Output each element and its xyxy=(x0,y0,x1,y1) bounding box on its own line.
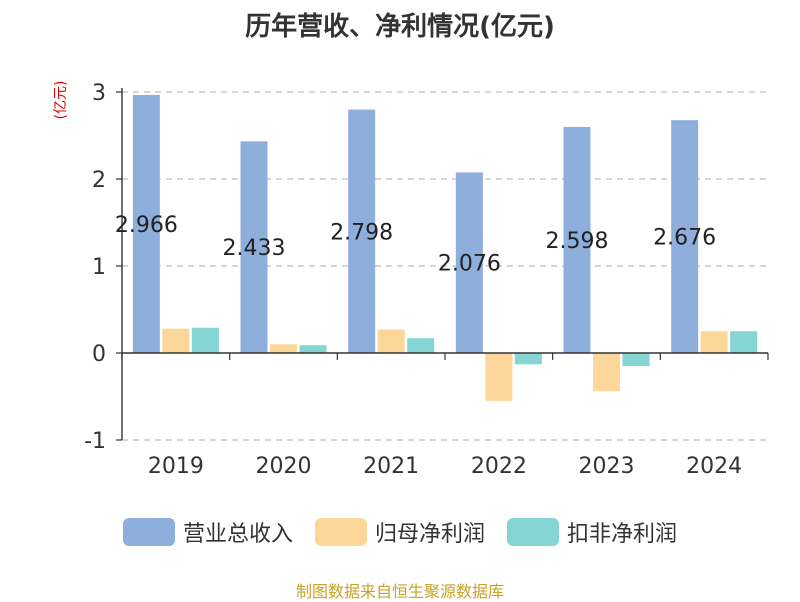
data-label-revenue: 2.433 xyxy=(223,236,286,261)
legend-swatch-net-profit xyxy=(314,518,367,546)
legend-label-revenue: 营业总收入 xyxy=(182,522,293,547)
data-label-revenue: 2.966 xyxy=(115,213,178,238)
bar-revenue xyxy=(348,109,376,353)
bar-deducted-net-profit xyxy=(730,331,758,353)
legend-item-deducted-net-profit[interactable]: 扣非净利润 xyxy=(507,516,677,548)
y-tick-label: 0 xyxy=(92,342,106,367)
bar-net-profit xyxy=(377,329,405,353)
legend-label-deducted-net-profit: 扣非净利润 xyxy=(567,522,678,547)
x-tick-label: 2021 xyxy=(363,454,419,479)
chart-legend: 营业总收入 归母净利润 扣非净利润 xyxy=(0,516,800,548)
x-tick-label: 2019 xyxy=(148,454,204,479)
y-tick-label: 3 xyxy=(92,81,106,106)
bar-revenue xyxy=(671,120,699,353)
y-tick-label: 2 xyxy=(92,168,106,193)
legend-label-net-profit: 归母净利润 xyxy=(374,522,485,547)
bar-revenue xyxy=(132,94,160,353)
bar-deducted-net-profit xyxy=(622,353,650,367)
data-label-revenue: 2.598 xyxy=(546,229,609,254)
bar-net-profit xyxy=(485,353,513,401)
data-label-revenue: 2.676 xyxy=(653,226,716,251)
bar-net-profit xyxy=(700,331,728,353)
legend-swatch-deducted-net-profit xyxy=(507,518,559,546)
data-label-revenue: 2.076 xyxy=(438,252,501,277)
bar-revenue xyxy=(240,141,268,353)
bar-net-profit xyxy=(270,344,297,353)
bar-revenue xyxy=(563,126,591,353)
bar-deducted-net-profit xyxy=(191,327,219,353)
legend-item-net-profit[interactable]: 归母净利润 xyxy=(314,516,485,548)
legend-swatch-revenue xyxy=(122,518,175,546)
data-label-revenue: 2.798 xyxy=(330,220,393,245)
bar-net-profit xyxy=(162,328,190,353)
bar-deducted-net-profit xyxy=(407,338,435,353)
legend-item-revenue[interactable]: 营业总收入 xyxy=(122,516,293,548)
x-tick-label: 2023 xyxy=(579,454,635,479)
bar-revenue xyxy=(455,172,483,353)
bar-deducted-net-profit xyxy=(299,345,327,353)
chart-title: 历年营收、净利情况(亿元) xyxy=(245,12,555,42)
data-source-note: 制图数据来自恒生聚源数据库 xyxy=(295,582,504,601)
x-tick-label: 2020 xyxy=(256,454,312,479)
x-tick-label: 2024 xyxy=(686,454,742,479)
x-tick-label: 2022 xyxy=(471,454,527,479)
y-tick-label: -1 xyxy=(84,429,106,454)
bar-net-profit xyxy=(593,353,620,392)
bar-deducted-net-profit xyxy=(514,353,542,365)
y-tick-label: 1 xyxy=(92,255,106,280)
